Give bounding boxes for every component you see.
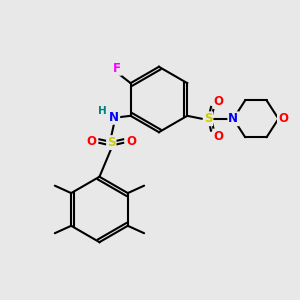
Text: O: O xyxy=(213,130,224,142)
Text: O: O xyxy=(278,112,288,125)
Text: O: O xyxy=(213,95,224,108)
Text: F: F xyxy=(113,62,121,75)
Text: O: O xyxy=(127,135,136,148)
Text: N: N xyxy=(109,111,119,124)
Text: O: O xyxy=(86,135,96,148)
Text: H: H xyxy=(98,106,107,116)
Text: S: S xyxy=(204,112,212,125)
Text: S: S xyxy=(107,136,116,149)
Text: N: N xyxy=(228,112,238,125)
